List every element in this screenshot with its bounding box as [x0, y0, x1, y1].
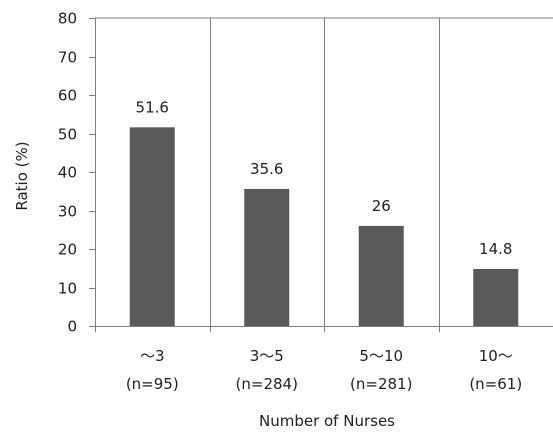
x-tick-label-count: (n=284): [236, 375, 298, 393]
y-axis-title: Ratio (%): [13, 141, 31, 210]
x-tick-label: 3～5: [250, 347, 284, 365]
x-tick-label-count: (n=281): [350, 375, 412, 393]
y-tick-label: 20: [58, 241, 77, 259]
x-tick-label: 5～10: [359, 347, 403, 365]
data-label: 51.6: [136, 98, 169, 116]
y-tick-label: 60: [58, 87, 77, 105]
x-category-labels: ～3 (n=95) 3～5 (n=284) 5～10 (n=281) 10～ (n=61): [126, 347, 522, 393]
data-label: 35.6: [250, 160, 283, 178]
x-tick-label: 10～: [479, 347, 513, 365]
x-tick-label-count: (n=61): [469, 375, 522, 393]
x-tick-label: ～3: [140, 347, 165, 365]
y-tick-label: 50: [58, 126, 77, 144]
grid-lines: [95, 17, 553, 326]
y-tick-label: 80: [58, 10, 77, 28]
bar: [129, 127, 175, 326]
axes: [89, 18, 553, 332]
y-tick-labels: 0 10 20 30 40 50 60 70 80: [58, 10, 77, 336]
y-tick-label: 30: [58, 203, 77, 221]
x-tick-label-count: (n=95): [126, 375, 179, 393]
y-tick-label: 0: [67, 318, 77, 336]
y-tick-label: 40: [58, 164, 77, 182]
x-axis-title: Number of Nurses: [259, 412, 395, 430]
bar: [244, 188, 290, 326]
bar: [358, 225, 404, 326]
data-labels: 51.6 35.6 26 14.8: [136, 98, 513, 258]
bars: [129, 127, 519, 326]
data-label: 14.8: [479, 240, 512, 258]
y-tick-label: 10: [58, 280, 77, 298]
data-label: 26: [372, 197, 391, 215]
y-tick-label: 70: [58, 49, 77, 67]
bar: [473, 269, 519, 326]
